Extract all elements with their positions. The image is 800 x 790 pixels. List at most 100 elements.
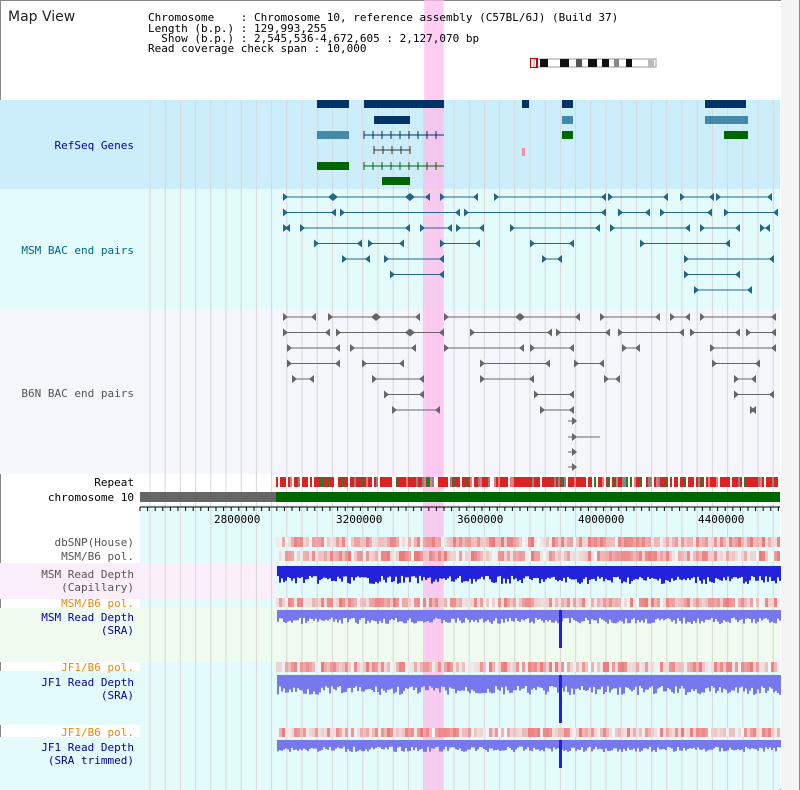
- jf1-sra-depth-bar: [285, 675, 287, 693]
- msm-sra-depth-bar: [381, 610, 383, 623]
- jf1-sra-depth-bar: [695, 675, 697, 690]
- jf1-b6-pol-cell: [411, 728, 414, 737]
- dbsnp-cell: [615, 537, 618, 547]
- msm-capillary-depth-bar: [487, 566, 489, 577]
- jf1-b6-pol-cell: [417, 728, 420, 737]
- msm-capillary-depth-bar: [563, 566, 565, 578]
- dbsnp-cell: [378, 537, 381, 547]
- repeat-segment: [662, 477, 664, 487]
- track-label-msm-depth-cap-1[interactable]: MSM Read Depth: [41, 568, 134, 581]
- jf1-trim-depth-bar: [531, 740, 533, 752]
- jf1-trim-depth-bar: [375, 740, 377, 748]
- msm-sra-depth-bar: [447, 610, 449, 623]
- b6n-bac-pair-end: [470, 328, 475, 337]
- msm-b6-pol-cell: [726, 598, 729, 607]
- msm-capillary-depth-bar: [347, 566, 349, 584]
- b6n-bac-pair-end: [311, 313, 316, 321]
- jf1-trim-depth-bar: [419, 740, 421, 750]
- track-label-b6n-bac[interactable]: B6N BAC end pairs: [21, 387, 134, 400]
- msm-bac-pair-end: [773, 208, 778, 217]
- msm-b6-pol-cell: [447, 551, 450, 561]
- msm-b6-pol-cell: [672, 598, 675, 607]
- msm-capillary-depth-bar: [355, 566, 357, 578]
- b6n-bac-pair-end: [435, 406, 440, 414]
- msm-capillary-depth-bar: [405, 566, 407, 578]
- msm-b6-pol-cell: [342, 551, 345, 561]
- jf1-trim-depth-bar: [481, 740, 483, 748]
- msm-capillary-depth-bar: [351, 566, 353, 578]
- jf1-b6-pol-cell: [750, 728, 753, 737]
- msm-capillary-depth-bar: [743, 566, 745, 584]
- jf1-b6-pol-cell: [405, 728, 408, 737]
- msm-capillary-depth-bar: [611, 566, 613, 583]
- jf1-trim-depth-bar: [471, 740, 473, 748]
- track-label-msm-depth-sra-1[interactable]: MSM Read Depth: [41, 611, 134, 624]
- msm-capillary-depth-bar: [495, 566, 497, 583]
- chromosome-ideogram[interactable]: [529, 53, 658, 69]
- repeat-segment: [532, 477, 534, 487]
- track-label-msm-b6-pol-1[interactable]: MSM/B6 pol.: [61, 550, 134, 563]
- dbsnp-cell: [492, 537, 495, 547]
- jf1-trim-depth-bar: [309, 740, 311, 749]
- msm-sra-depth-bar: [615, 610, 617, 624]
- dbsnp-cell: [450, 537, 453, 547]
- msm-b6-pol-cell: [693, 551, 696, 561]
- track-label-msm-bac[interactable]: MSM BAC end pairs: [21, 244, 134, 257]
- track-label-dbsnp[interactable]: dbSNP(House): [54, 536, 134, 549]
- track-label-refseq[interactable]: RefSeq Genes: [54, 139, 134, 152]
- repeat-segment: [504, 477, 506, 487]
- track-label-jf1-b6-pol-2[interactable]: JF1/B6 pol.: [61, 726, 134, 739]
- b6n-bac-pair-end: [519, 344, 524, 352]
- jf1-b6-pol-cell: [747, 662, 750, 672]
- msm-sra-depth-bar: [385, 610, 387, 624]
- jf1-sra-depth-bar: [449, 675, 451, 688]
- jf1-trim-depth-bar: [311, 740, 313, 748]
- jf1-b6-pol-cell: [543, 662, 546, 672]
- jf1-b6-pol-cell: [525, 728, 528, 737]
- msm-b6-pol-cell: [759, 598, 762, 607]
- jf1-trim-depth-bar: [389, 740, 391, 747]
- jf1-trim-depth-bar: [603, 740, 605, 752]
- msm-b6-pol-cell: [645, 551, 648, 561]
- jf1-sra-depth-bar: [375, 675, 377, 687]
- repeat-segment: [408, 477, 410, 487]
- track-label-jf1-depth-sra-1[interactable]: JF1 Read Depth: [41, 676, 134, 689]
- jf1-trim-depth-bar: [439, 740, 441, 752]
- jf1-trim-depth-bar: [679, 740, 681, 751]
- jf1-b6-pol-cell: [507, 662, 510, 672]
- msm-sra-depth-bar: [481, 610, 483, 619]
- jf1-b6-pol-cell: [567, 662, 570, 672]
- msm-sra-depth-bar: [753, 610, 755, 620]
- msm-sra-depth-bar: [713, 610, 715, 623]
- jf1-sra-depth-bar: [365, 675, 367, 690]
- msm-sra-depth-bar: [761, 610, 763, 621]
- jf1-b6-pol-cell: [690, 662, 693, 672]
- jf1-sra-depth-bar: [619, 675, 621, 688]
- track-label-jf1-depth-trim-1[interactable]: JF1 Read Depth: [41, 741, 134, 754]
- jf1-b6-pol-cell: [339, 662, 342, 672]
- repeat-segment: [506, 477, 508, 487]
- msm-capillary-depth-bar: [461, 566, 463, 583]
- msm-bac-pair-end: [684, 270, 689, 279]
- jf1-b6-pol-cell: [741, 662, 744, 672]
- msm-capillary-depth-bar: [651, 566, 653, 578]
- msm-capillary-depth-bar: [455, 566, 457, 580]
- track-label-msm-b6-pol-2[interactable]: MSM/B6 pol.: [61, 597, 134, 610]
- jf1-b6-pol-cell: [372, 662, 375, 672]
- msm-b6-pol-cell: [462, 551, 465, 561]
- track-label-jf1-b6-pol-1[interactable]: JF1/B6 pol.: [61, 661, 134, 674]
- repeat-segment: [564, 477, 566, 487]
- jf1-b6-pol-cell: [390, 728, 393, 737]
- repeat-segment: [410, 477, 412, 487]
- dbsnp-cell: [432, 537, 435, 547]
- repeat-segment: [674, 477, 676, 487]
- jf1-b6-pol-cell: [372, 728, 375, 737]
- msm-b6-pol-cell: [492, 598, 495, 607]
- repeat-segment: [430, 477, 432, 487]
- jf1-sra-depth-bar: [297, 675, 299, 689]
- repeat-segment: [368, 477, 370, 487]
- jf1-trim-depth-bar: [757, 740, 759, 751]
- msm-capillary-depth-bar: [765, 566, 767, 577]
- dbsnp-cell: [681, 537, 684, 547]
- jf1-trim-depth-bar: [341, 740, 343, 749]
